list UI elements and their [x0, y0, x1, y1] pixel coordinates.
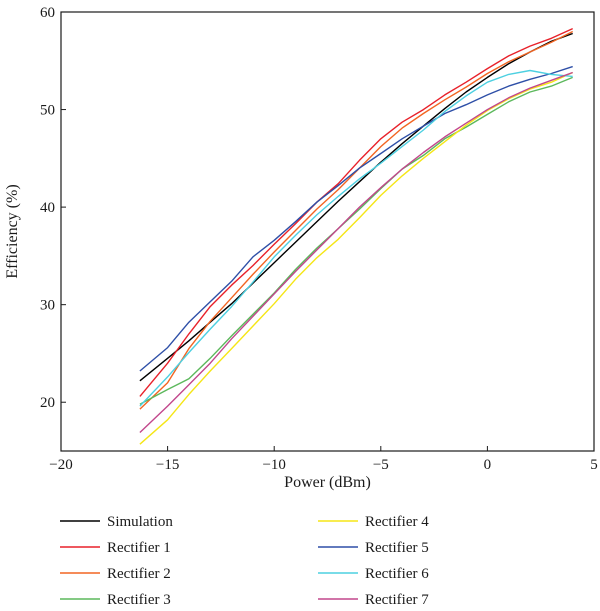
x-axis-label: Power (dBm) — [284, 474, 371, 491]
x-tick-label: −15 — [156, 457, 179, 473]
x-tick-label: −10 — [262, 457, 285, 473]
series-line-rectifier-4 — [139, 71, 573, 445]
x-tick-label: 5 — [590, 457, 598, 473]
legend-label: Rectifier 7 — [365, 592, 429, 608]
series-line-rectifier-3 — [139, 76, 573, 405]
series-line-simulation — [139, 32, 573, 382]
ticks-layer: −20 −15 −10 −5 0 5 20 30 40 50 60 — [40, 5, 598, 473]
x-tick-label: −5 — [373, 457, 389, 473]
y-tick-label: 60 — [40, 5, 55, 21]
legend-label: Rectifier 4 — [365, 514, 429, 530]
plot-frame — [60, 11, 595, 452]
legend: Simulation Rectifier 1 Rectifier 2 Rectifie… — [60, 514, 429, 608]
series-line-rectifier-1 — [139, 27, 573, 397]
legend-label: Rectifier 3 — [107, 592, 171, 608]
series-line-rectifier-7 — [139, 71, 573, 434]
legend-label: Rectifier 1 — [107, 540, 171, 556]
y-axis-label: Efficiency (%) — [4, 184, 21, 278]
y-tick-label: 40 — [40, 200, 55, 216]
y-tick-label: 30 — [40, 298, 55, 314]
series-line-rectifier-6 — [139, 69, 573, 407]
legend-label: Rectifier 5 — [365, 540, 429, 556]
legend-label: Rectifier 2 — [107, 566, 171, 582]
series-line-rectifier-5 — [139, 65, 573, 372]
y-tick-label: 50 — [40, 103, 55, 119]
x-tick-label: 0 — [484, 457, 492, 473]
x-tick-label: −20 — [49, 457, 72, 473]
legend-label: Simulation — [107, 514, 173, 530]
series-layer — [139, 27, 574, 445]
y-tick-label: 20 — [40, 395, 55, 411]
legend-label: Rectifier 6 — [365, 566, 429, 582]
